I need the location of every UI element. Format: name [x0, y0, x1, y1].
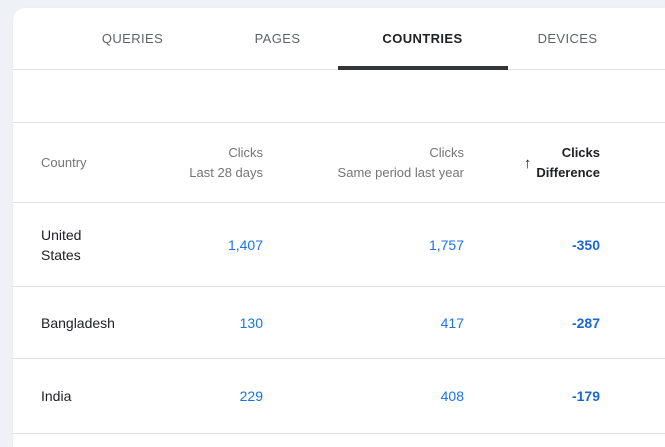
header-line: Same period last year: [337, 164, 464, 180]
column-header-clicks-last-28-days[interactable]: Clicks Last 28 days: [143, 143, 263, 183]
header-line: Clicks: [561, 144, 600, 160]
clicks-difference-value: -179: [571, 388, 600, 404]
country-name: United States: [41, 226, 82, 263]
column-header-clicks-same-period-last-year[interactable]: Clicks Same period last year: [263, 143, 464, 183]
tab-pages[interactable]: PAGES: [254, 31, 301, 46]
clicks-same-period-value[interactable]: 408: [440, 388, 464, 404]
performance-report-card: QUERIES PAGES COUNTRIES DEVICES Country …: [13, 8, 665, 447]
clicks-last-28-days-value[interactable]: 130: [239, 314, 263, 331]
report-tabbar: QUERIES PAGES COUNTRIES DEVICES: [13, 8, 665, 70]
clicks-difference-cell: -287: [464, 315, 600, 331]
country-name: India: [41, 388, 72, 404]
sort-ascending-arrow-icon: ↑: [523, 154, 532, 172]
table-row[interactable]: India 229 408 -179: [13, 359, 665, 434]
clicks-last-28-days-value[interactable]: 1,407: [227, 236, 263, 253]
clicks-same-period-cell: 1,757: [263, 237, 464, 253]
country-cell: India: [13, 386, 143, 406]
clicks-same-period-value[interactable]: 1,757: [428, 236, 464, 253]
clicks-same-period-cell: 408: [263, 388, 464, 404]
header-line: Clicks: [228, 144, 263, 160]
clicks-last-28-days-cell: 130: [143, 315, 263, 331]
header-line: Difference: [536, 164, 600, 180]
country-cell: Bangladesh: [13, 313, 143, 333]
country-cell: United States: [13, 225, 143, 265]
clicks-difference-cell: -350: [464, 237, 600, 253]
country-name: Bangladesh: [41, 314, 115, 331]
table-header-row: Country Clicks Last 28 days Clicks Same …: [13, 123, 665, 203]
table-row[interactable]: United States 1,407 1,757 -350: [13, 203, 665, 287]
clicks-last-28-days-cell: 1,407: [143, 237, 263, 253]
header-lines: Clicks Difference: [536, 143, 600, 183]
table-top-spacer: [13, 70, 665, 123]
clicks-last-28-days-cell: 229: [143, 388, 263, 404]
clicks-difference-value: -350: [571, 236, 600, 253]
clicks-difference-value: -287: [571, 314, 600, 331]
tab-devices[interactable]: DEVICES: [537, 31, 598, 46]
clicks-last-28-days-value[interactable]: 229: [239, 388, 263, 404]
column-header-country[interactable]: Country: [41, 155, 87, 170]
header-line: Clicks: [429, 144, 464, 160]
header-line: Last 28 days: [189, 164, 263, 180]
clicks-same-period-value[interactable]: 417: [440, 314, 464, 331]
tab-countries[interactable]: COUNTRIES: [338, 8, 508, 70]
column-header-clicks-difference[interactable]: ↑ Clicks Difference: [464, 143, 600, 183]
clicks-same-period-cell: 417: [263, 315, 464, 331]
tab-queries[interactable]: QUERIES: [101, 31, 164, 46]
clicks-difference-cell: -179: [464, 388, 600, 404]
table-row[interactable]: Bangladesh 130 417 -287: [13, 287, 665, 359]
